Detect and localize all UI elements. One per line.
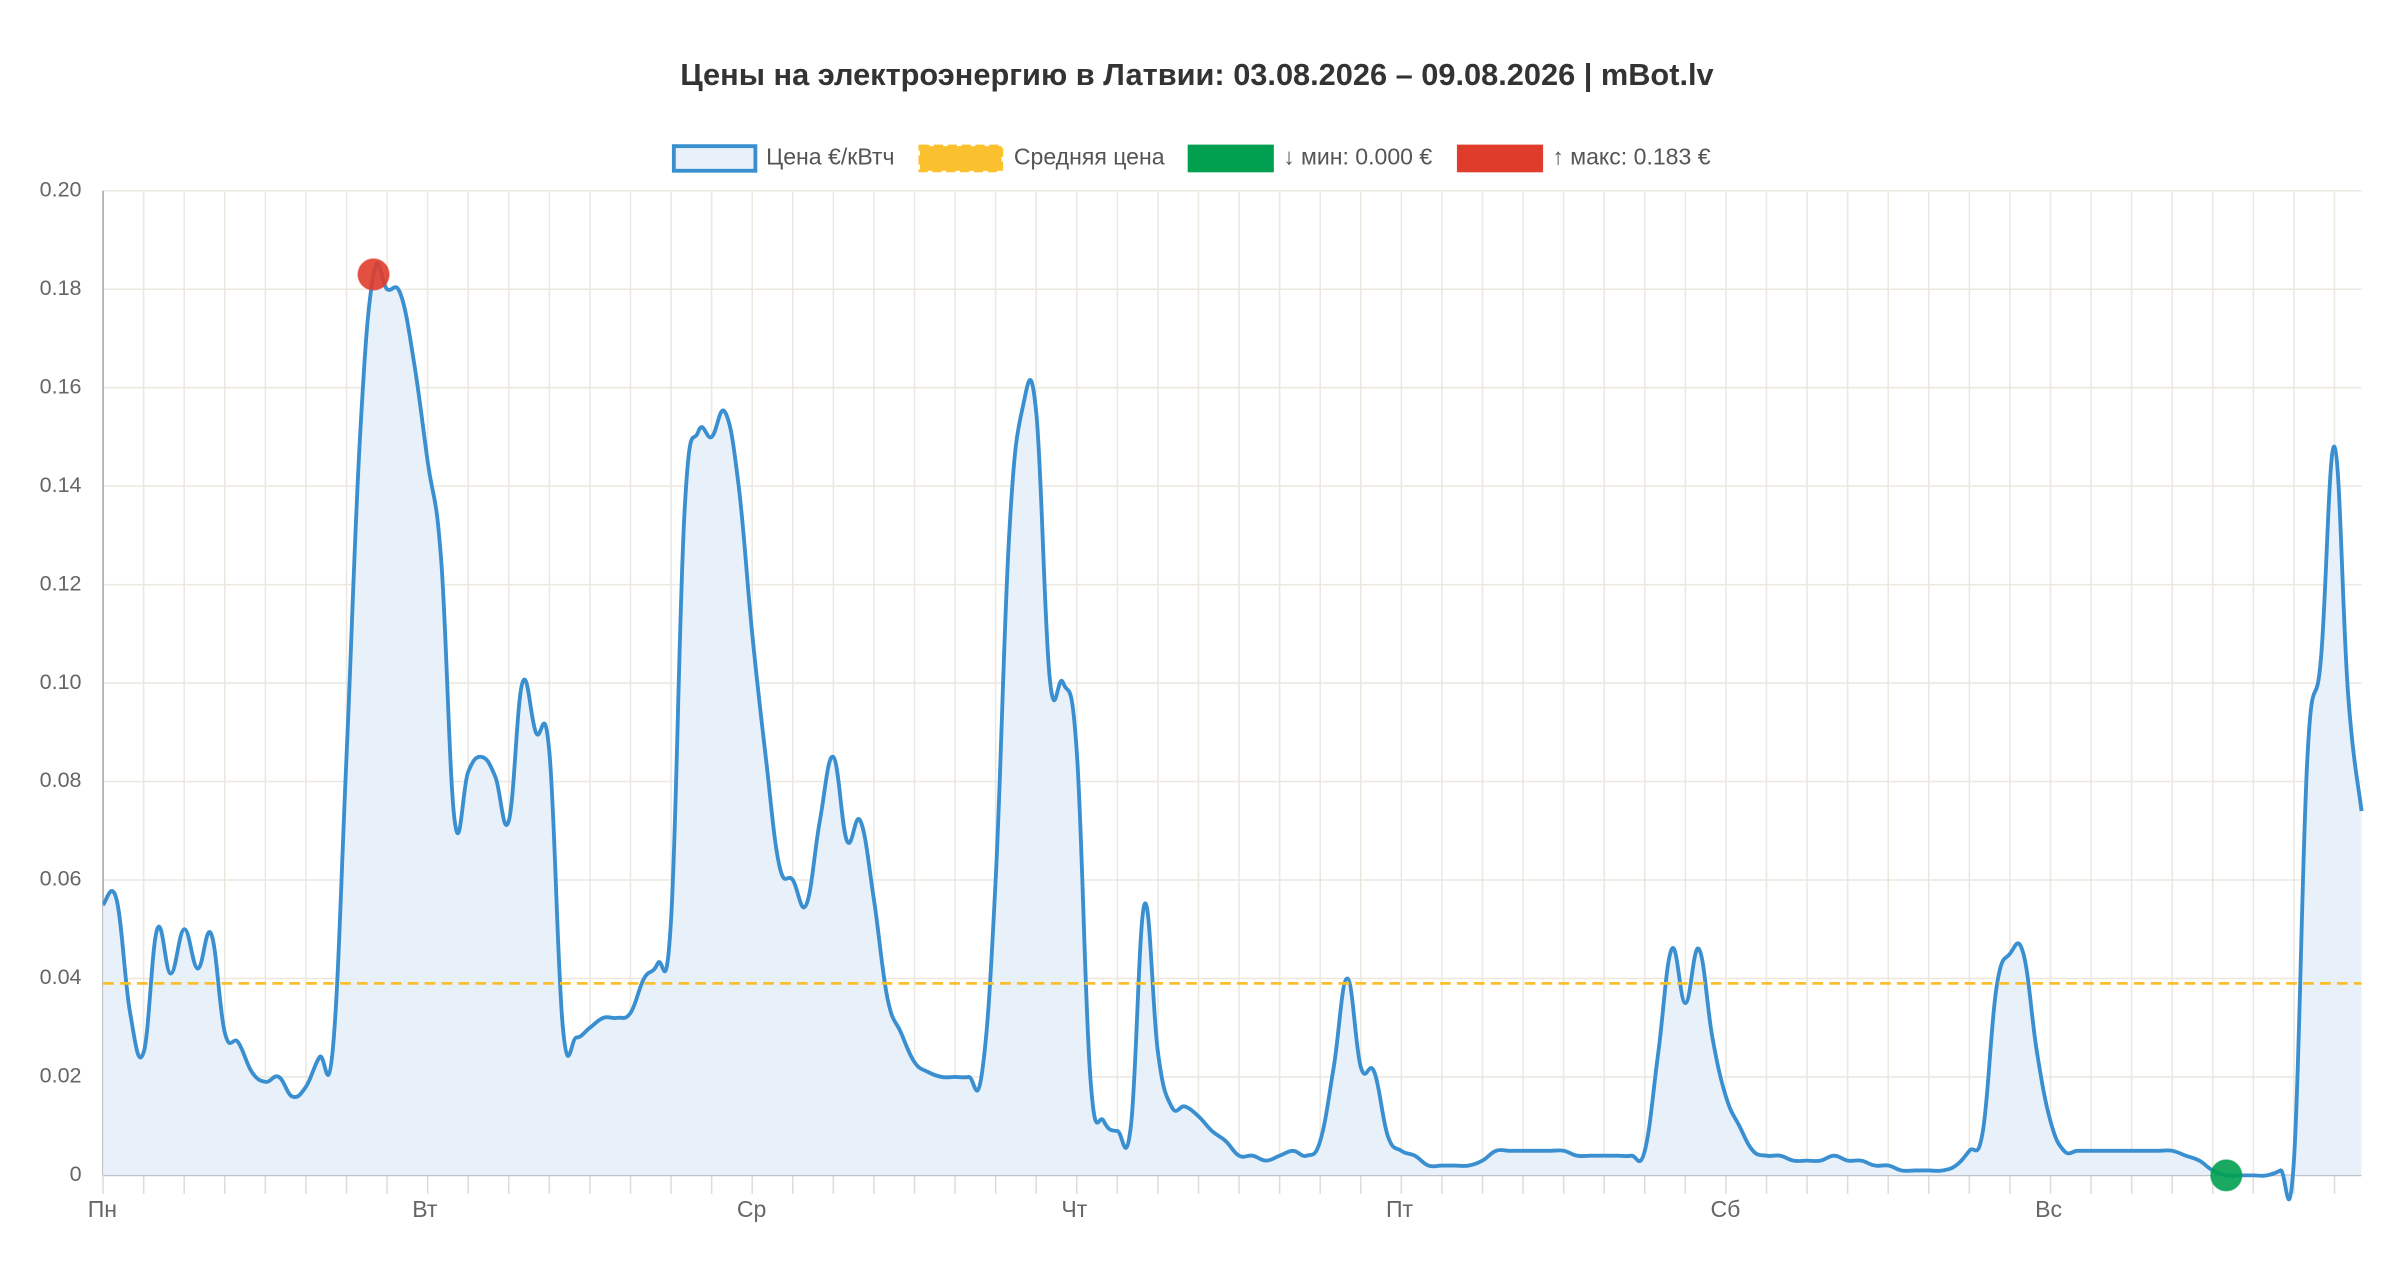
x-tick-label: Пт (1386, 1196, 1414, 1222)
legend-swatch (671, 144, 758, 173)
price-line (101, 262, 2364, 1202)
x-tick-label: Ср (737, 1196, 766, 1222)
y-tick-label: 0.14 (40, 473, 82, 497)
min-marker (2210, 1159, 2243, 1192)
x-tick-label: Чт (1061, 1196, 1087, 1222)
x-tick-label: Вс (2035, 1196, 2062, 1222)
chart-title: Цены на электроэнергию в Латвии: 03.08.2… (680, 57, 1713, 92)
x-tick-label: Пн (88, 1196, 117, 1222)
legend-label: ↑ макс: 0.183 € (1552, 144, 1710, 170)
legend-swatch (918, 144, 1004, 173)
legend-swatch (1456, 144, 1544, 173)
max-marker (357, 258, 390, 291)
y-tick-label: 0.10 (40, 670, 82, 694)
y-tick-label: 0.18 (40, 276, 82, 300)
y-tick-label: 0 (70, 1162, 82, 1186)
x-tick-label: Сб (1711, 1196, 1741, 1222)
y-tick-label: 0.12 (40, 571, 82, 595)
y-tick-label: 0.08 (40, 768, 82, 792)
legend-label: Средняя цена (1014, 144, 1165, 170)
y-tick-label: 0.16 (40, 374, 82, 398)
y-tick-label: 0.02 (40, 1064, 82, 1088)
legend-label: Цена €/кВтч (766, 144, 894, 170)
x-tick-label: Вт (412, 1196, 438, 1222)
area (103, 263, 2362, 1200)
y-tick-label: 0.20 (40, 177, 82, 201)
y-tick-label: 0.04 (40, 965, 82, 989)
legend-swatch (1187, 144, 1274, 173)
y-tick-label: 0.06 (40, 867, 82, 891)
legend-label: ↓ мин: 0.000 € (1283, 144, 1432, 170)
